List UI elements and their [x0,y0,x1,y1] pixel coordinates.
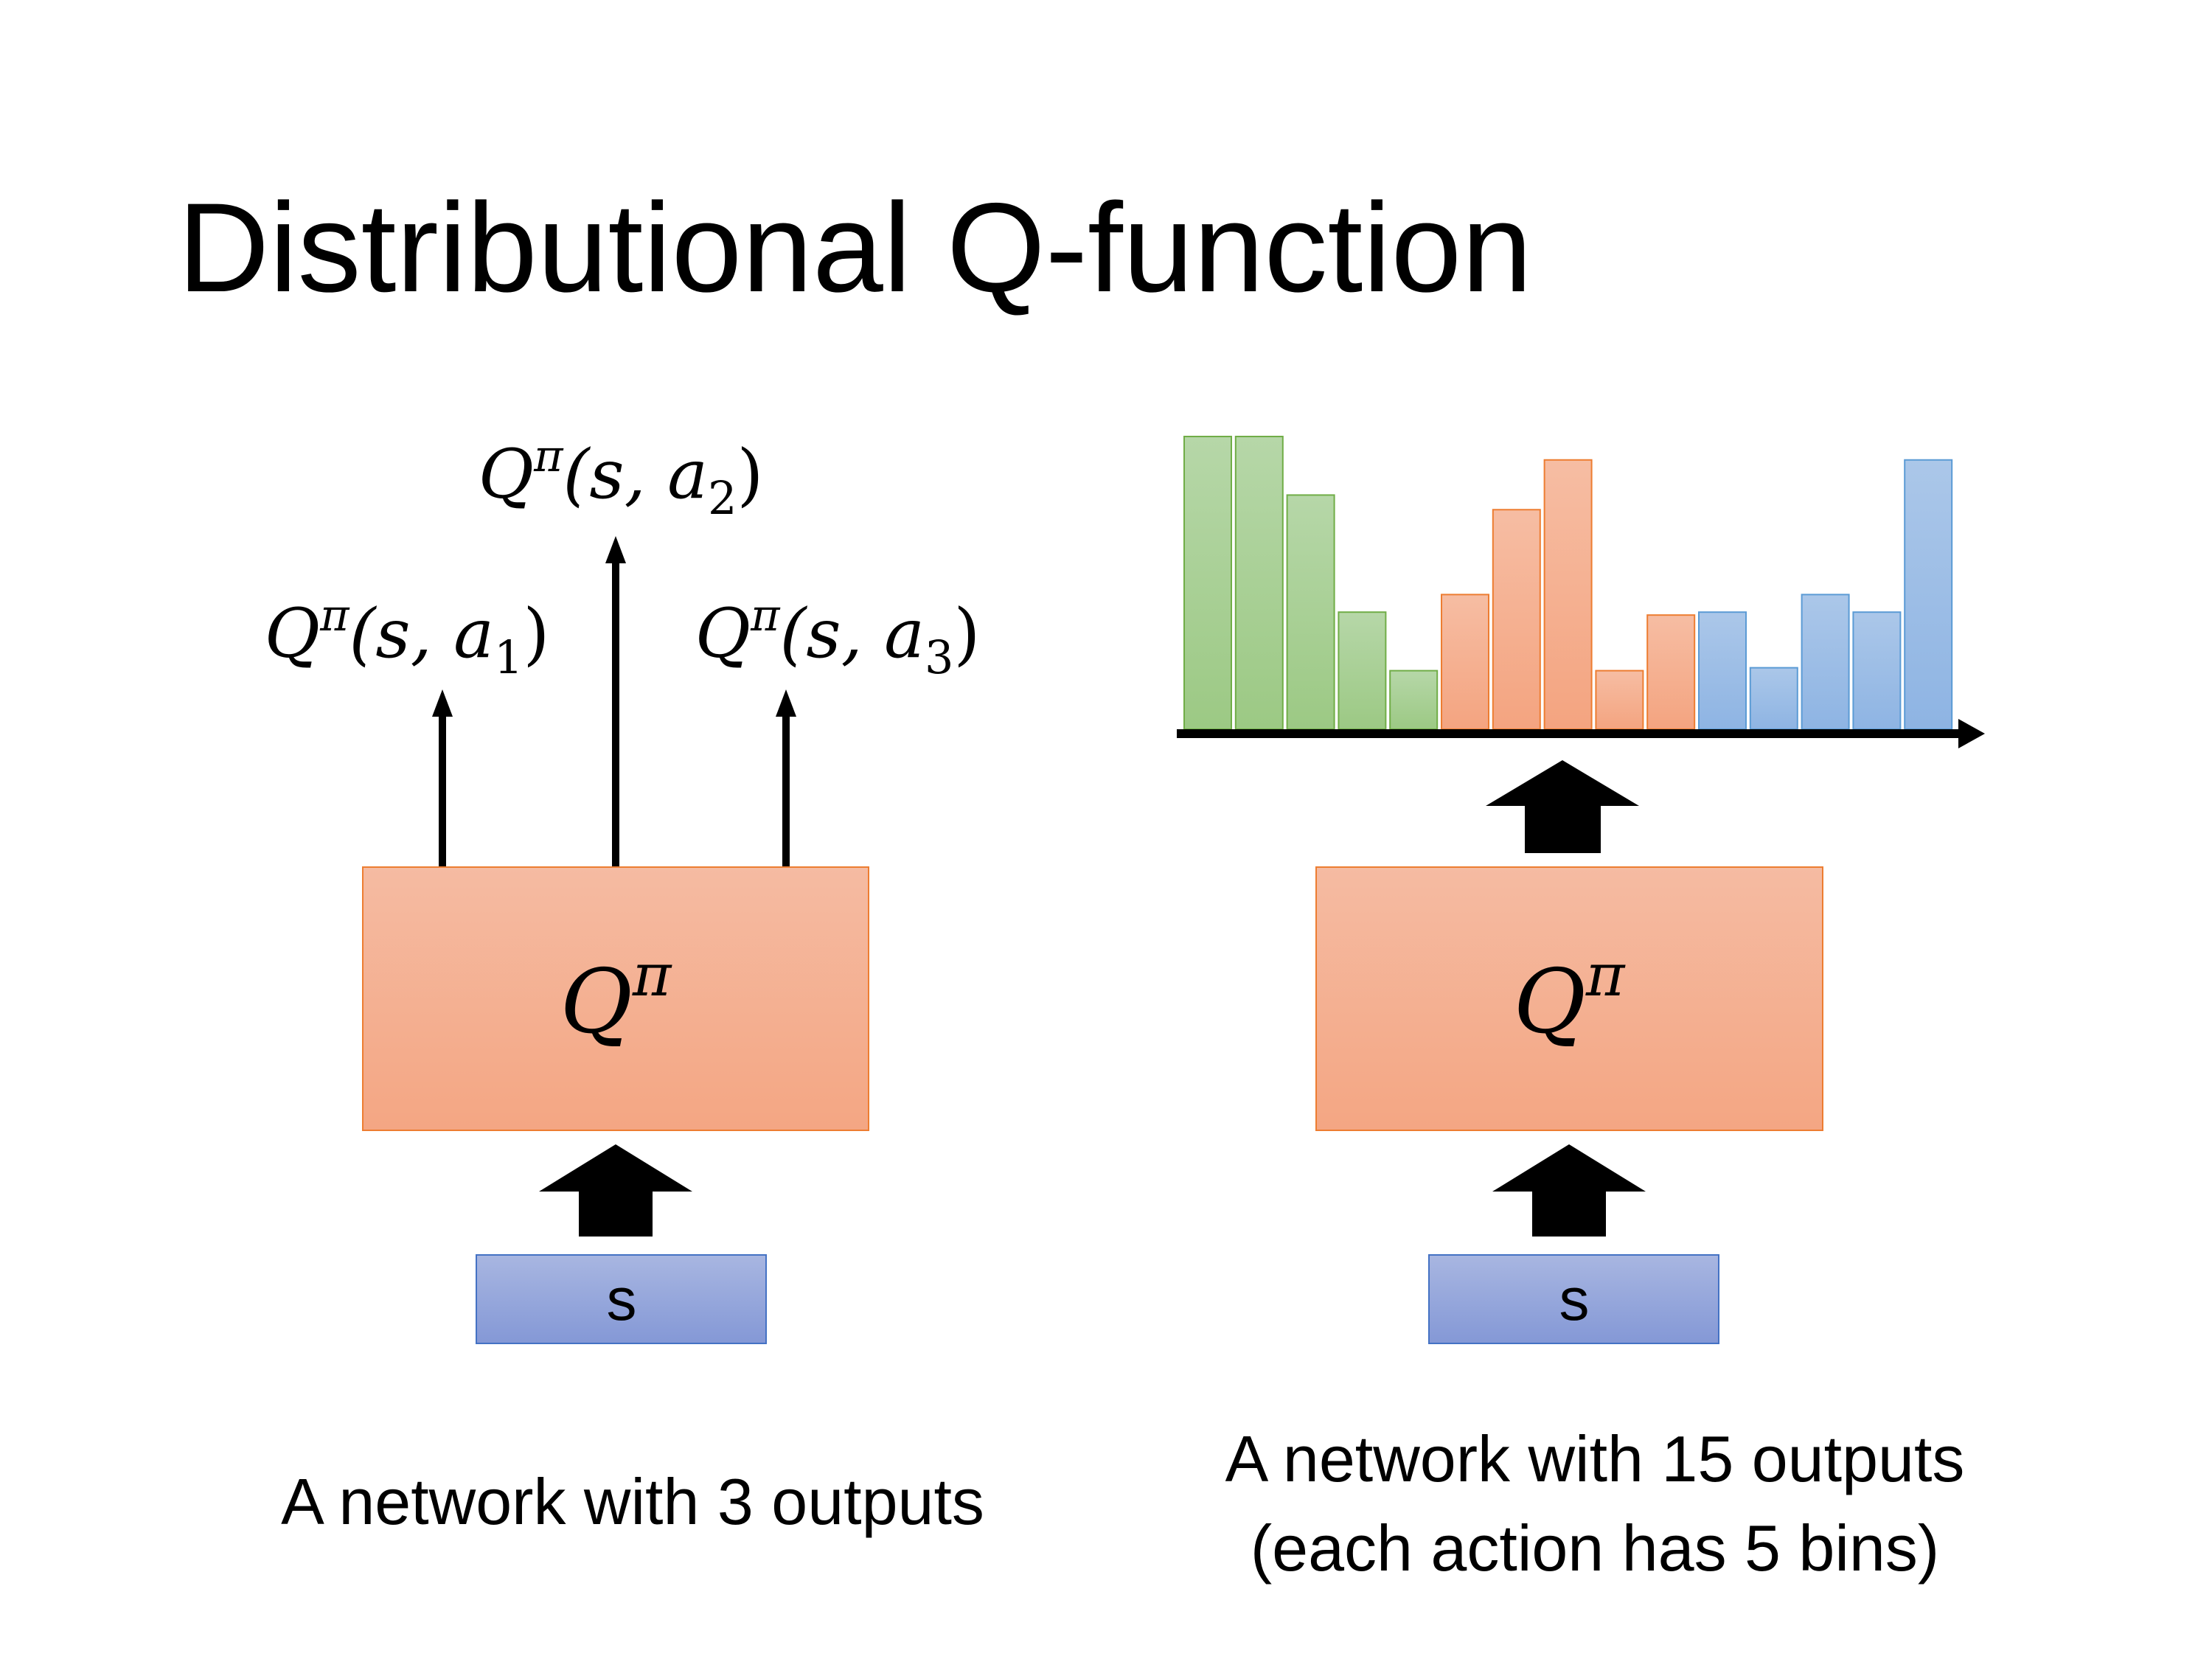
right-diagram: Qπ s A network with 15 outputs (each act… [1177,436,1985,1585]
output-label-3: Qπ(s, a3) [695,590,981,684]
arrow-head-icon [432,689,453,717]
bar-action-3-bin-3 [1801,594,1850,730]
arrow-head-icon [776,689,796,717]
bar-action-2-bin-3 [1543,459,1593,730]
bar-action-1-bin-2 [1234,436,1284,730]
bar-action-1-bin-4 [1338,611,1387,731]
block-arrow-up-icon [539,1144,692,1237]
bar-action-3-bin-4 [1852,611,1902,731]
arrow-head-icon [605,536,626,563]
slide-title: Distributional Q-function [178,177,1532,319]
axis-arrow-head-icon [1958,719,1985,748]
q-network-label: Qπ [560,941,672,1054]
q-network-label: Qπ [1514,941,1626,1054]
bar-action-3-bin-2 [1749,667,1798,731]
bar-action-2-bin-5 [1646,614,1696,730]
bar-action-1-bin-1 [1183,436,1232,730]
bar-action-2-bin-1 [1441,594,1489,730]
right-caption-line-2: (each action has 5 bins) [1251,1512,1939,1585]
bar-action-3-bin-1 [1698,611,1747,731]
block-arrow-up-icon [1492,1144,1646,1237]
q-network-box [1315,866,1823,1131]
bar-action-1-bin-5 [1389,669,1439,730]
distribution-bars [1183,436,1953,731]
bar-action-2-bin-2 [1492,509,1541,730]
left-caption: A network with 3 outputs [281,1465,984,1538]
output-label-2: Qπ(s, a2) [479,431,764,525]
bar-action-1-bin-3 [1286,494,1335,731]
state-input-box [476,1254,767,1344]
block-arrow-up-icon [1486,760,1639,853]
state-input-label: s [1559,1266,1590,1333]
q-network-box [362,866,869,1131]
left-diagram: Qπ(s, a1) Qπ(s, a2) Qπ(s, a3) Qπ s A net… [265,431,984,1538]
state-input-label: s [607,1266,637,1333]
output-label-1: Qπ(s, a1) [265,590,550,684]
bar-action-2-bin-4 [1595,669,1644,730]
state-input-box [1428,1254,1719,1344]
right-caption-line-1: A network with 15 outputs [1225,1422,1965,1495]
bar-action-3-bin-5 [1904,459,1953,730]
output-arrows [432,536,796,867]
